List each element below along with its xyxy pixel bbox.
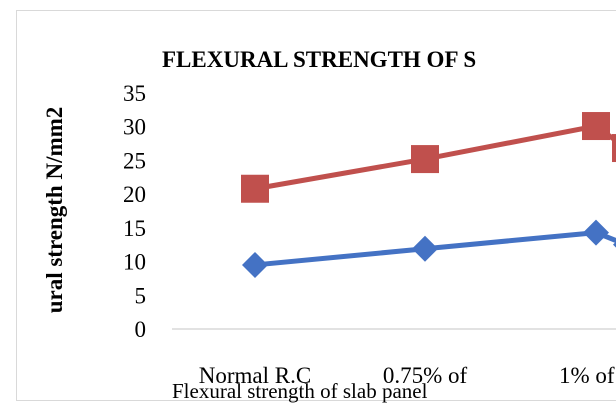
data-point-square (612, 134, 616, 163)
chart-border (16, 10, 616, 401)
data-point-diamond (613, 241, 616, 248)
x-tick-label: 1% of S (559, 363, 616, 388)
x-tick-label: 0.75% of (383, 363, 468, 388)
data-point-diamond (583, 219, 609, 246)
chart-title: FLEXURAL STRENGTH OF S (162, 47, 476, 72)
series-line (254, 123, 616, 192)
y-tick-label: 30 (123, 115, 146, 140)
series-line (254, 230, 616, 268)
y-axis-label: ural strength N/mm2 (42, 107, 67, 314)
y-tick-label: 15 (123, 216, 146, 241)
data-point-square (241, 174, 269, 203)
data-point-square (411, 145, 439, 174)
y-tick-label: 35 (123, 81, 146, 106)
data-point-diamond (242, 251, 268, 278)
data-point-square (582, 112, 610, 141)
y-tick-label: 0 (135, 317, 147, 342)
figure-caption: Flexural strength of slab panel (172, 379, 428, 403)
data-point-diamond (412, 235, 438, 262)
x-tick-label: Normal R.C (199, 363, 311, 388)
y-tick-label: 5 (135, 283, 147, 308)
y-axis-ticks: 0 5 10 15 20 25 30 35 (123, 81, 146, 342)
series-square (241, 112, 616, 203)
series-layer (241, 112, 616, 278)
x-axis-ticks: Normal R.C 0.75% of 1% of S (199, 363, 616, 388)
series-diamond (242, 219, 616, 278)
y-tick-label: 25 (123, 148, 146, 173)
y-tick-label: 20 (123, 182, 146, 207)
y-tick-label: 10 (123, 250, 146, 275)
